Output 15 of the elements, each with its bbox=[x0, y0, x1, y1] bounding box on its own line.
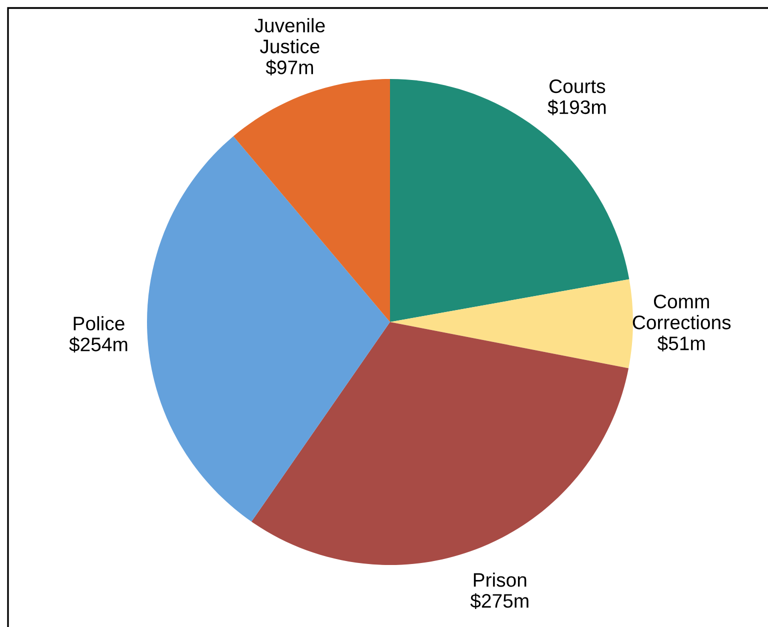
pie-slice bbox=[233, 79, 390, 322]
data-label: $275m bbox=[470, 593, 528, 609]
data-label: $51m bbox=[657, 336, 705, 352]
slice-label: Prison bbox=[474, 572, 526, 587]
pie-slice bbox=[390, 79, 630, 322]
pie-slice bbox=[147, 136, 390, 522]
slice-label: Police bbox=[74, 316, 124, 330]
slice-label: Comm Corrections bbox=[632, 294, 731, 330]
data-label: $193m bbox=[548, 100, 606, 116]
slice-label: Courts bbox=[550, 79, 606, 94]
pie-slice bbox=[390, 279, 633, 368]
pie-slice bbox=[251, 322, 629, 565]
data-label: $254m bbox=[69, 336, 128, 353]
slice-label: Juvenile Justice bbox=[254, 18, 325, 54]
data-label: $97m bbox=[266, 60, 313, 76]
